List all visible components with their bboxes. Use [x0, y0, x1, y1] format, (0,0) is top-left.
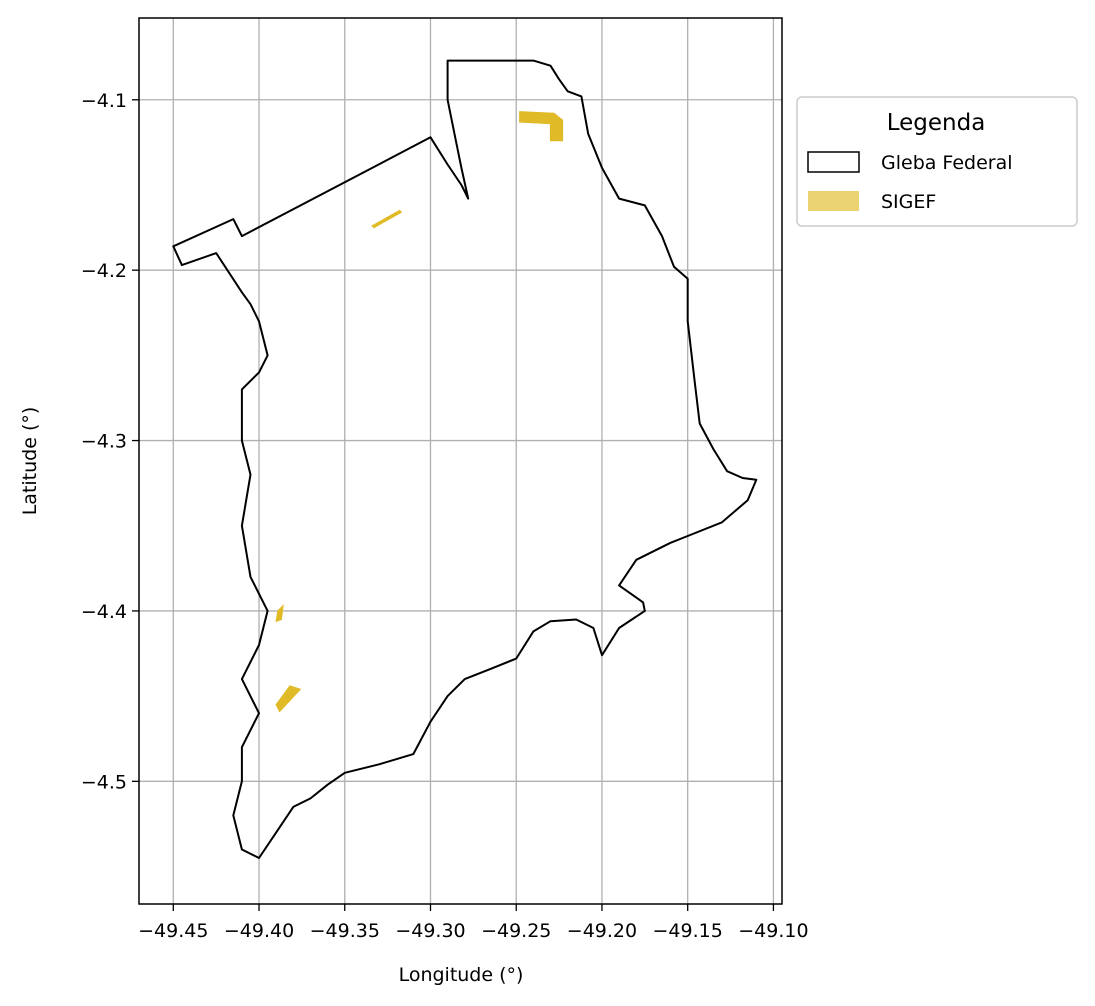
x-tick-label: −49.40	[224, 920, 294, 942]
x-tick-label: −49.35	[310, 920, 380, 942]
legend-label-gleba-federal: Gleba Federal	[881, 152, 1013, 174]
x-tick-label: −49.15	[653, 920, 723, 942]
grid	[139, 18, 782, 904]
y-axis: −4.1 −4.2 −4.3 −4.4 −4.5	[81, 90, 139, 793]
legend-swatch-gleba-federal	[807, 151, 860, 173]
x-tick-label: −49.25	[481, 920, 551, 942]
x-tick-label: −49.45	[138, 920, 208, 942]
legend-label-sigef: SIGEF	[881, 191, 936, 213]
gleba-federal-boundary	[172, 59, 758, 859]
sigef-parcel	[519, 111, 564, 142]
legend-title: Legenda	[887, 110, 986, 136]
sigef-parcel	[371, 209, 403, 229]
y-tick-label: −4.1	[81, 90, 127, 112]
x-axis-title: Longitude (°)	[399, 964, 524, 986]
y-tick-label: −4.5	[81, 771, 127, 793]
y-tick-label: −4.4	[81, 601, 127, 623]
legend-box	[796, 96, 1078, 227]
x-tick-label: −49.10	[738, 920, 808, 942]
y-axis-title: Latitude (°)	[19, 407, 41, 516]
y-tick-label: −4.2	[81, 260, 127, 282]
sigef-parcel	[275, 685, 302, 713]
sigef-parcel	[275, 604, 284, 623]
plot-frame	[138, 17, 783, 905]
legend-swatch-sigef	[808, 191, 859, 211]
x-tick-label: −49.20	[567, 920, 637, 942]
y-tick-label: −4.3	[81, 431, 127, 453]
x-tick-label: −49.30	[395, 920, 465, 942]
legend: Legenda Gleba Federal SIGEF	[796, 96, 1078, 227]
map-layers	[172, 59, 758, 859]
x-axis: −49.45 −49.40 −49.35 −49.30 −49.25 −49.20 −49.…	[138, 904, 809, 942]
